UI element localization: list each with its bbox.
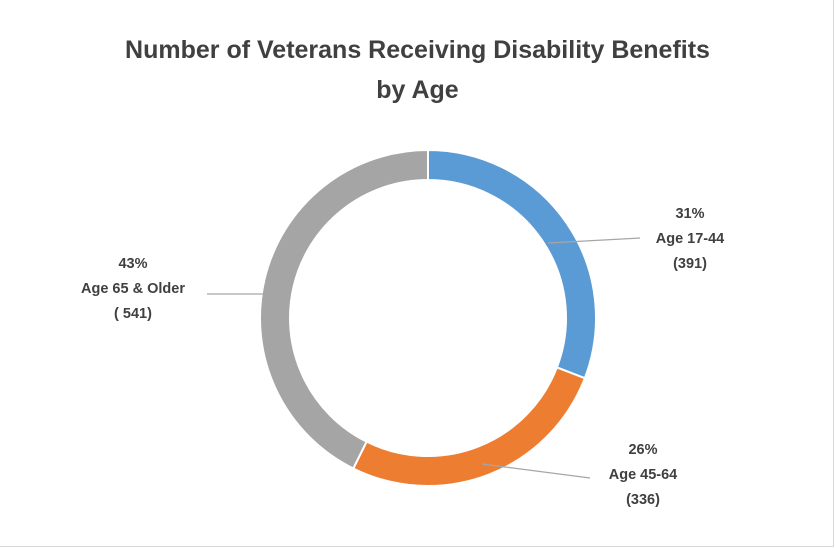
data-label-value-age-17-44: (391) xyxy=(673,256,707,272)
leader-line-age-45-64 xyxy=(481,463,591,479)
data-label-value-age-45-64: (336) xyxy=(626,492,660,508)
data-label-percent-age-65-older: 43% xyxy=(118,256,147,272)
data-label-category-age-17-44: Age 17-44 xyxy=(656,231,725,247)
data-label-category-age-45-64: Age 45-64 xyxy=(609,467,678,483)
slice-age-65-older xyxy=(259,148,429,470)
slice-age-17-44 xyxy=(427,148,597,380)
leader-line-age-17-44 xyxy=(547,237,641,244)
data-label-percent-age-17-44: 31% xyxy=(675,206,704,222)
chart-title-line-2: by Age xyxy=(376,76,459,104)
chart-title-line-1: Number of Veterans Receiving Disability … xyxy=(125,36,710,64)
data-label-value-age-65-older: ( 541) xyxy=(114,306,152,322)
data-label-percent-age-45-64: 26% xyxy=(628,442,657,458)
chart-title: Number of Veterans Receiving Disability … xyxy=(0,30,835,110)
data-labels: 31% Age 17-44 (391) 26% Age 45-64 (336) 43% Age… xyxy=(81,206,724,508)
data-label-category-age-65-older: Age 65 & Older xyxy=(81,281,185,297)
leader-lines xyxy=(207,237,641,479)
slice-age-45-64 xyxy=(351,366,587,487)
doughnut-slices xyxy=(259,148,597,487)
